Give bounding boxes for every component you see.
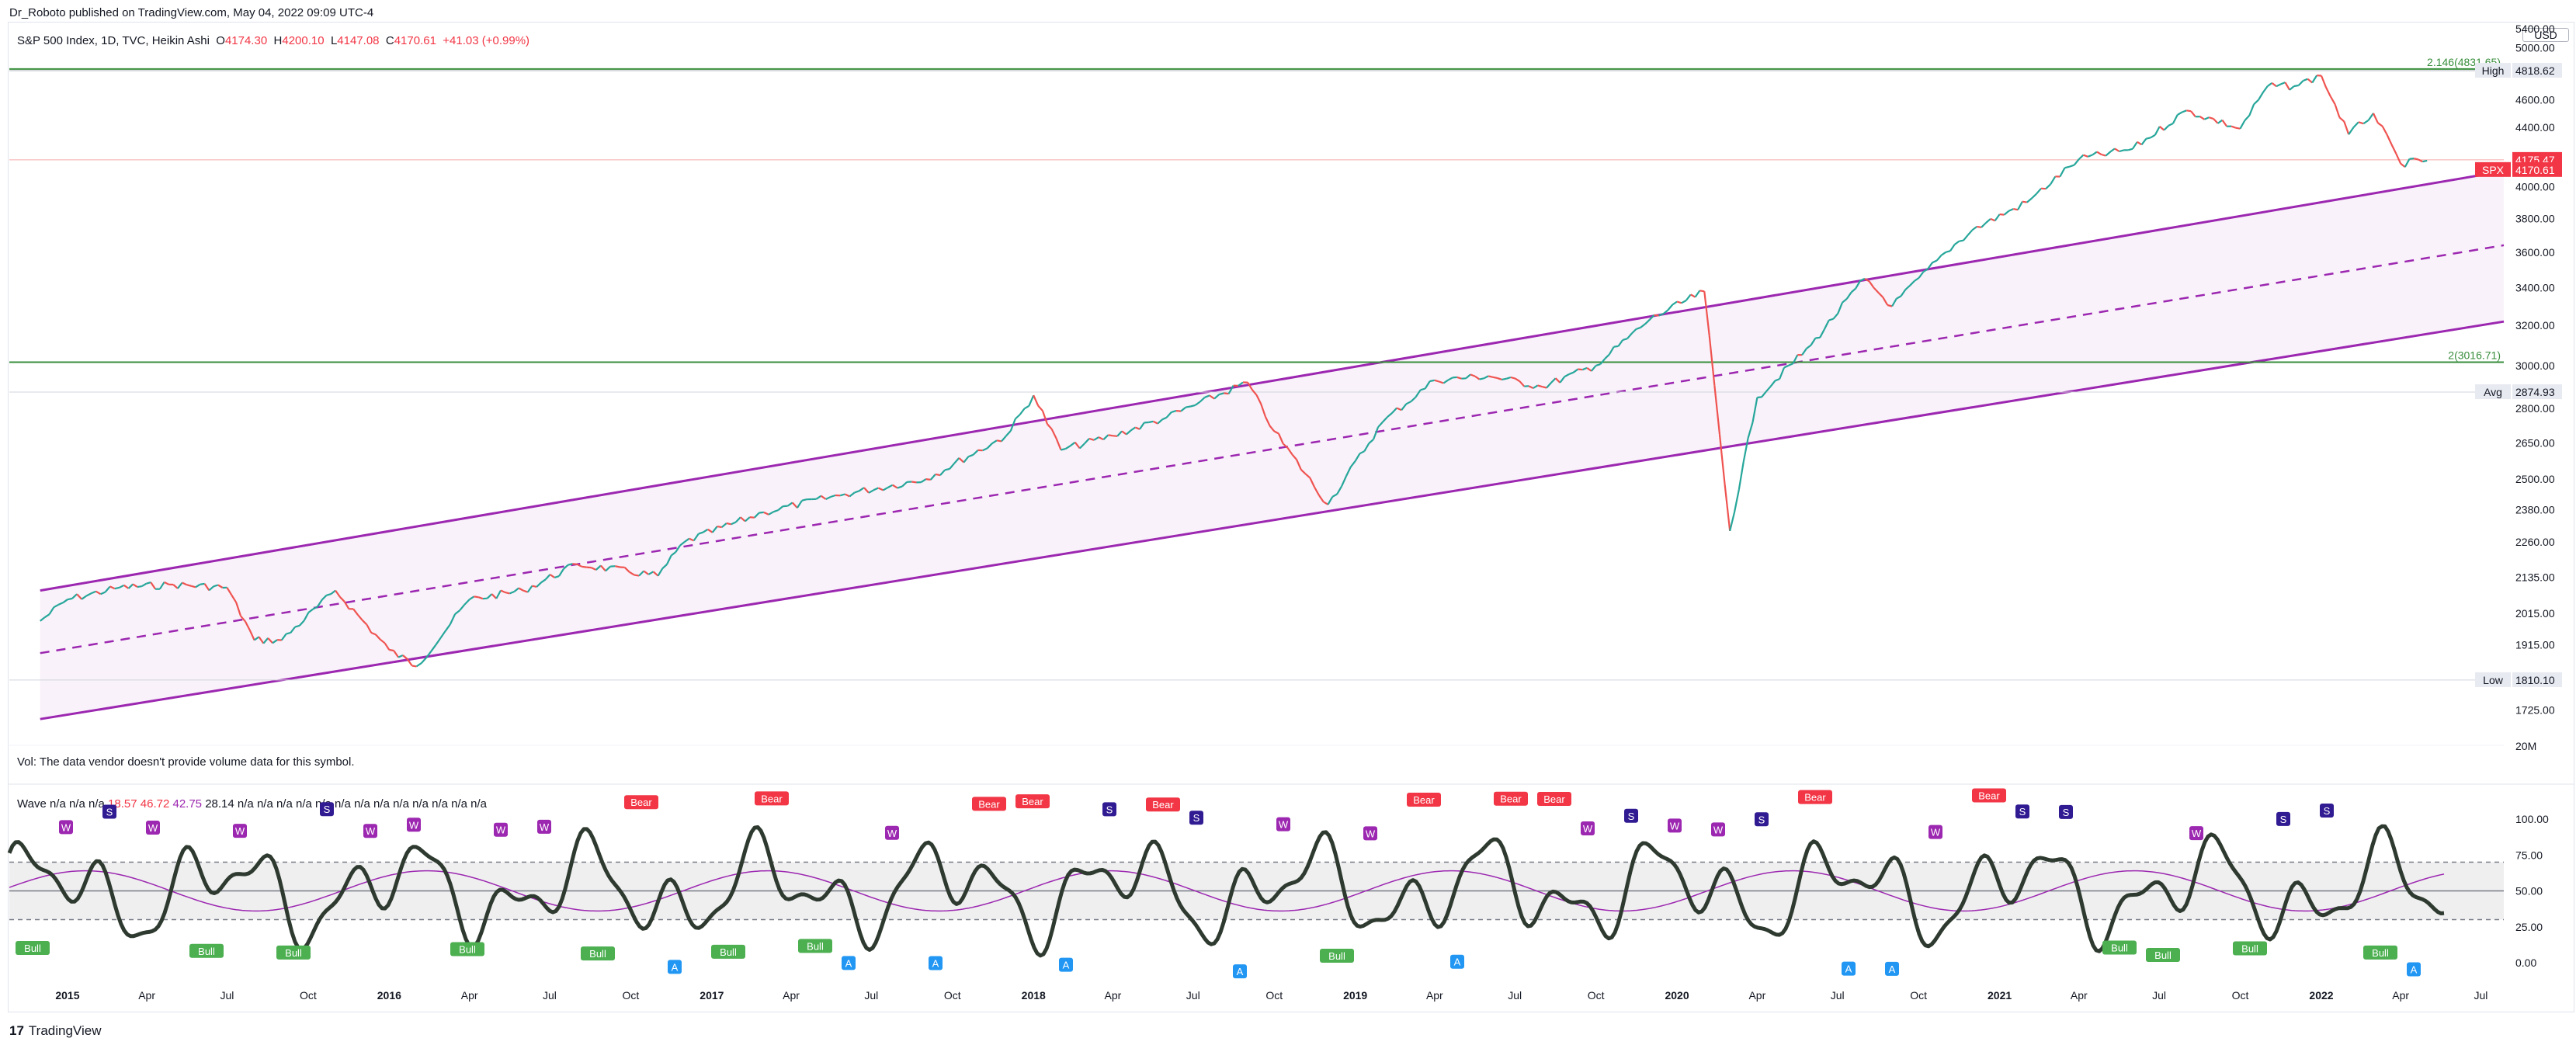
close-value: 4170.61 (394, 34, 436, 47)
high-value: 4200.10 (282, 34, 325, 47)
tradingview-logo[interactable]: 17 TradingView (9, 1023, 101, 1039)
osc-na: n/a n/a n/a (49, 797, 105, 811)
open-value: 4174.30 (224, 34, 268, 47)
change-value: +41.03 (+0.99%) (443, 34, 530, 47)
osc-name: Wave (17, 797, 47, 811)
osc-v1: 18.57 (108, 797, 137, 811)
publish-info: Dr_Roboto published on TradingView.com, … (9, 6, 374, 19)
low-label: L (330, 34, 338, 47)
osc-v2: 46.72 (140, 797, 170, 811)
close-label: C (385, 34, 394, 47)
chart-frame[interactable] (8, 22, 2574, 1012)
chart-legend: S&P 500 Index, 1D, TVC, Heikin Ashi O417… (17, 34, 529, 47)
volume-note: Vol: The data vendor doesn't provide vol… (17, 755, 355, 769)
low-value: 4147.08 (337, 34, 380, 47)
high-label: H (273, 34, 283, 47)
currency-badge[interactable]: USD (2522, 28, 2569, 42)
brand-text: TradingView (28, 1023, 102, 1038)
symbol-title: S&P 500 Index, 1D, TVC, Heikin Ashi (17, 34, 210, 47)
open-label: O (216, 34, 225, 47)
tradingview-mark-icon: 17 (9, 1023, 24, 1038)
osc-tail: n/a n/a n/a n/a n/a n/a n/a n/a n/a n/a … (237, 797, 488, 811)
oscillator-legend: Wave n/a n/a n/a 18.57 46.72 42.75 28.14… (17, 797, 487, 811)
osc-v4: 28.14 (205, 797, 234, 811)
osc-v3: 42.75 (172, 797, 203, 811)
